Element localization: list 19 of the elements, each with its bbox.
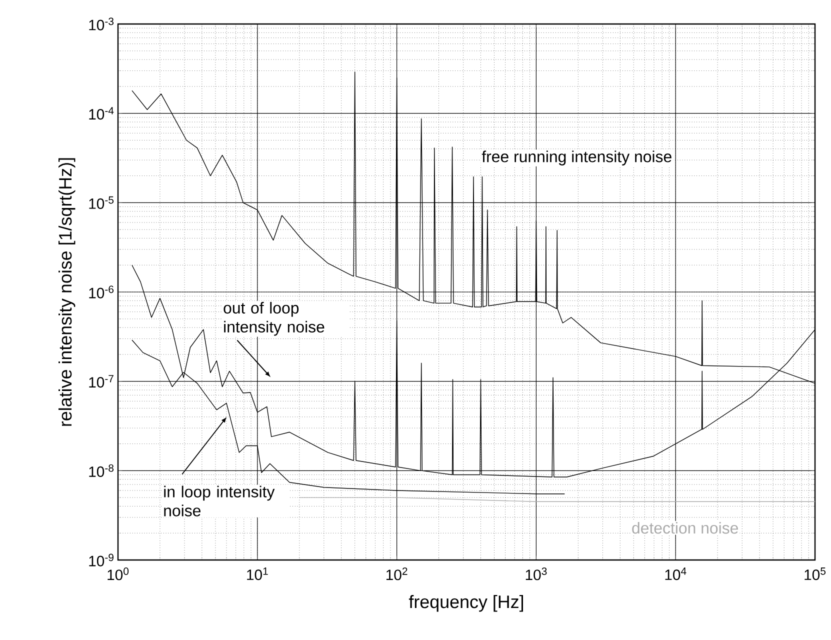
x-tick-label: 10$^{4}$ <box>665 568 686 580</box>
x-tick-label: 10$^{1}$ <box>247 568 268 580</box>
series-label: free running intensity noise <box>482 150 672 166</box>
x-axis-title: frequency [Hz] <box>408 595 524 612</box>
y-tick-label: 10$^{-9}$ <box>89 554 114 566</box>
x-tick-label: 10$^{5}$ <box>804 568 826 580</box>
y-tick-label: 10$^{-6}$ <box>89 286 114 298</box>
y-tick-label: 10$^{-4}$ <box>89 107 114 120</box>
series-label: out of loop intensity noise <box>224 302 324 336</box>
y-tick-label: 10$^{-8}$ <box>89 464 114 477</box>
y-tick-label: 10$^{-7}$ <box>89 375 114 388</box>
x-tick-label: 10$^{3}$ <box>526 568 547 580</box>
y-axis-title: relative intensity noise [1/sqrt(Hz)] <box>58 158 76 426</box>
x-tick-label: 10$^{2}$ <box>386 568 408 580</box>
y-tick-label: 10$^{-3}$ <box>89 18 114 30</box>
x-tick-label: 10$^{0}$ <box>108 568 129 580</box>
y-tick-label: 10$^{-5}$ <box>89 196 114 209</box>
series-label: in loop intensity noise <box>164 486 275 516</box>
series-label: detection noise <box>632 522 738 534</box>
